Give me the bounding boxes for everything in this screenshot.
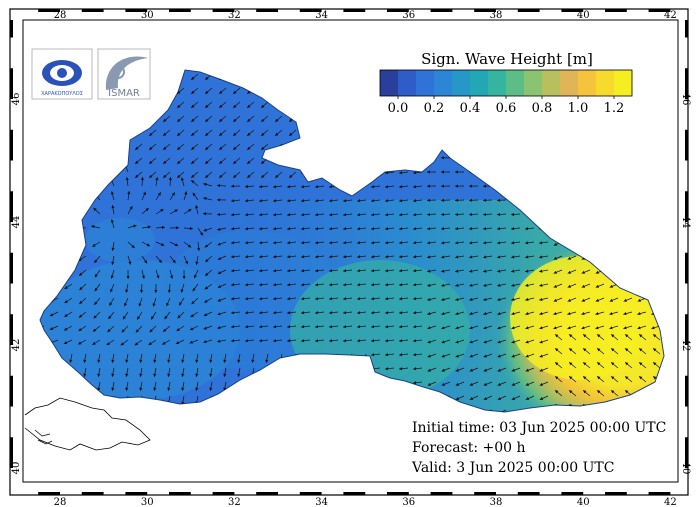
longitude-labels-bottom: 28 30 32 34 36 38 40 42	[54, 497, 677, 507]
lat-tick-label-left: 46	[11, 93, 22, 106]
lon-tick-label-top: 36	[402, 10, 415, 21]
logo-right: ISMAR	[97, 48, 151, 100]
ismar-swirl-icon	[105, 56, 148, 90]
lon-tick-label-bottom: 34	[315, 497, 328, 507]
legend-swatch	[398, 70, 417, 96]
legend-swatch	[434, 70, 453, 96]
logo-left: ΧΑΡΑΚΟΠΟΥΛΟΣ	[31, 48, 93, 100]
valid-time: Valid: 3 Jun 2025 00:00 UTC	[412, 460, 615, 476]
lon-tick-label-bottom: 32	[228, 497, 241, 507]
lon-tick-label-bottom: 36	[402, 497, 415, 507]
legend-swatch	[452, 70, 471, 96]
legend-swatch	[578, 70, 597, 96]
legend-swatch	[524, 70, 543, 96]
lat-tick-label-left: 42	[11, 339, 22, 352]
map-frame-inner	[22, 19, 679, 483]
legend-label: 1.0	[568, 101, 589, 116]
turkey-coastline	[24, 397, 151, 451]
lon-tick-label-top: 38	[490, 10, 503, 21]
logo-right-text: ISMAR	[108, 88, 140, 99]
lon-tick-label-bottom: 40	[577, 497, 590, 507]
lon-tick-label-top: 28	[54, 10, 67, 21]
legend-label: 0.8	[532, 101, 553, 116]
lon-tick-label-bottom: 42	[664, 497, 677, 507]
longitude-labels-top: 28 30 32 34 36 38 40 42	[54, 10, 677, 21]
legend-title: Sign. Wave Height [m]	[421, 50, 593, 68]
legend-swatch	[506, 70, 525, 96]
legend-label: 0.6	[496, 101, 517, 116]
latitude-labels-right: 40 42 44 46	[680, 93, 691, 475]
lon-tick-label-top: 34	[315, 10, 328, 21]
frame-ticks	[10, 9, 688, 495]
legend-swatch	[542, 70, 561, 96]
lat-tick-label-left: 44	[11, 216, 22, 229]
legend-colorbar	[379, 69, 633, 97]
lon-tick-label-bottom: 38	[490, 497, 503, 507]
lon-tick-label-top: 30	[141, 10, 154, 21]
legend-swatch	[614, 70, 633, 96]
latitude-labels-left: 40 42 44 46	[11, 93, 22, 475]
legend-swatch	[596, 70, 615, 96]
lat-tick-label-left: 40	[11, 462, 22, 475]
legend-swatch	[470, 70, 489, 96]
legend-label: 1.2	[604, 101, 625, 116]
legend-label: 0.2	[424, 101, 445, 116]
legend-labels: 0.0 0.2 0.4 0.6 0.8 1.0 1.2	[388, 96, 625, 116]
legend-label: 0.0	[388, 101, 409, 116]
lon-tick-label-top: 42	[664, 10, 677, 21]
legend-swatch	[560, 70, 579, 96]
legend-swatch	[488, 70, 507, 96]
lat-tick-label-right: 46	[680, 93, 691, 106]
forecast-hour: Forecast: +00 h	[412, 440, 526, 456]
logo-left-text: ΧΑΡΑΚΟΠΟΥΛΟΣ	[41, 91, 83, 97]
black-sea-coastline	[39, 69, 665, 413]
legend-label: 0.4	[460, 101, 481, 116]
legend-swatch	[416, 70, 435, 96]
lon-tick-label-top: 32	[228, 10, 241, 21]
initial-time: Initial time: 03 Jun 2025 00:00 UTC	[412, 420, 667, 436]
lon-tick-label-top: 40	[577, 10, 590, 21]
lat-tick-label-right: 40	[680, 462, 691, 475]
lon-tick-label-bottom: 30	[141, 497, 154, 507]
lon-tick-label-bottom: 28	[54, 497, 67, 507]
lat-tick-label-right: 42	[680, 339, 691, 352]
lat-tick-label-right: 44	[680, 216, 691, 229]
legend-swatch	[380, 70, 399, 96]
